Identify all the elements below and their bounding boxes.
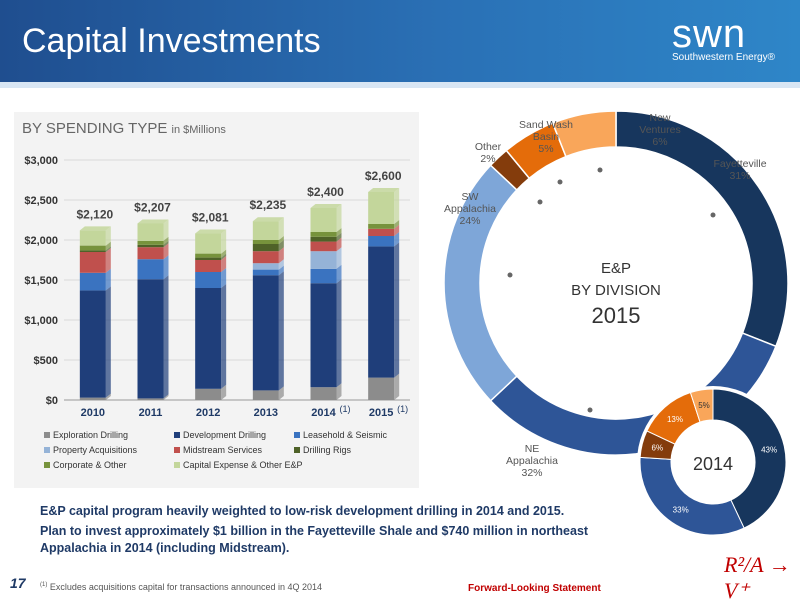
bar-chart-title: BY SPENDING TYPE in $Millions bbox=[22, 120, 226, 137]
leader-dot bbox=[597, 167, 603, 173]
bullet-fayetteville-investment: Plan to invest approximately $1 billion … bbox=[40, 524, 589, 555]
donut-label-name: SW bbox=[462, 191, 479, 203]
bar-chart-panel bbox=[14, 112, 419, 488]
donut-label-percent: 31% bbox=[729, 170, 750, 182]
leader-dot bbox=[507, 272, 513, 278]
donut-slice bbox=[615, 110, 789, 348]
swn-logo: swn bbox=[672, 12, 747, 56]
header-bar: Capital Investments bbox=[0, 0, 800, 82]
bar-chart-title-unit: in $Millions bbox=[171, 124, 226, 136]
donut-small-label: 13% bbox=[667, 415, 683, 424]
donut-label-name: Fayetteville bbox=[713, 158, 766, 170]
donut-label-name: New bbox=[649, 112, 670, 124]
donut-small-label: 43% bbox=[761, 445, 777, 454]
header-divider bbox=[0, 82, 800, 88]
donut-center-subtitle: BY DIVISION bbox=[571, 282, 661, 299]
footnote-text: Excludes acquisitions capital for transa… bbox=[49, 582, 323, 592]
leader-dot bbox=[557, 179, 563, 185]
donut-slice bbox=[489, 149, 531, 191]
donut-small-year: 2014 bbox=[693, 454, 733, 474]
donut-small-label: 6% bbox=[652, 444, 664, 453]
donut-small-slice bbox=[639, 430, 676, 460]
donut-slice bbox=[551, 110, 617, 158]
donut-label-percent: 5% bbox=[538, 143, 553, 155]
bullet-development-drilling: E&P capital program heavily weighted to … bbox=[40, 504, 565, 518]
donut-label-name: Other bbox=[475, 141, 502, 153]
donut-label-name: Basin bbox=[533, 131, 559, 143]
leader-dot bbox=[710, 212, 716, 218]
donut-small-backdrop bbox=[637, 386, 789, 538]
page-number: 17 bbox=[10, 575, 26, 591]
rav-logo: R²/A → V⁺ bbox=[724, 552, 791, 603]
donut-slice bbox=[443, 164, 518, 402]
donut-small-slice bbox=[689, 388, 714, 423]
donut-center-title: E&P bbox=[601, 260, 631, 277]
footnote: (1) Excludes acquisitions capital for tr… bbox=[40, 582, 322, 592]
donut-label-name: Appalachia bbox=[506, 455, 558, 467]
donut-slice bbox=[505, 122, 567, 180]
donut-label-name: Ventures bbox=[639, 124, 680, 136]
donut-slice bbox=[489, 332, 777, 456]
leader-dot bbox=[587, 407, 593, 413]
donut-label-percent: 32% bbox=[521, 467, 542, 479]
forward-looking-statement-link[interactable]: Forward-Looking Statement bbox=[468, 583, 601, 594]
donut-label-name: Appalachia bbox=[444, 203, 496, 215]
donut-small-slice bbox=[712, 388, 787, 529]
donut-small-slice bbox=[639, 456, 745, 536]
donut-label-percent: 2% bbox=[480, 153, 495, 165]
donut-small-slice bbox=[646, 391, 701, 445]
leader-dot bbox=[537, 199, 543, 205]
donut-center-year: 2015 bbox=[592, 303, 641, 328]
page-title: Capital Investments bbox=[22, 22, 321, 60]
donut-label-name: NE bbox=[525, 443, 540, 455]
bar-chart-title-main: BY SPENDING TYPE bbox=[22, 120, 168, 137]
swn-logo-subtitle: Southwestern Energy® bbox=[672, 52, 775, 63]
donut-label-percent: 24% bbox=[459, 215, 480, 227]
donut-label-percent: 6% bbox=[652, 136, 667, 148]
donut-label-name: Sand Wash bbox=[519, 119, 573, 131]
donut-small-label: 5% bbox=[698, 401, 710, 410]
donut-small-label: 33% bbox=[673, 506, 689, 515]
footnote-mark: (1) bbox=[40, 582, 48, 588]
